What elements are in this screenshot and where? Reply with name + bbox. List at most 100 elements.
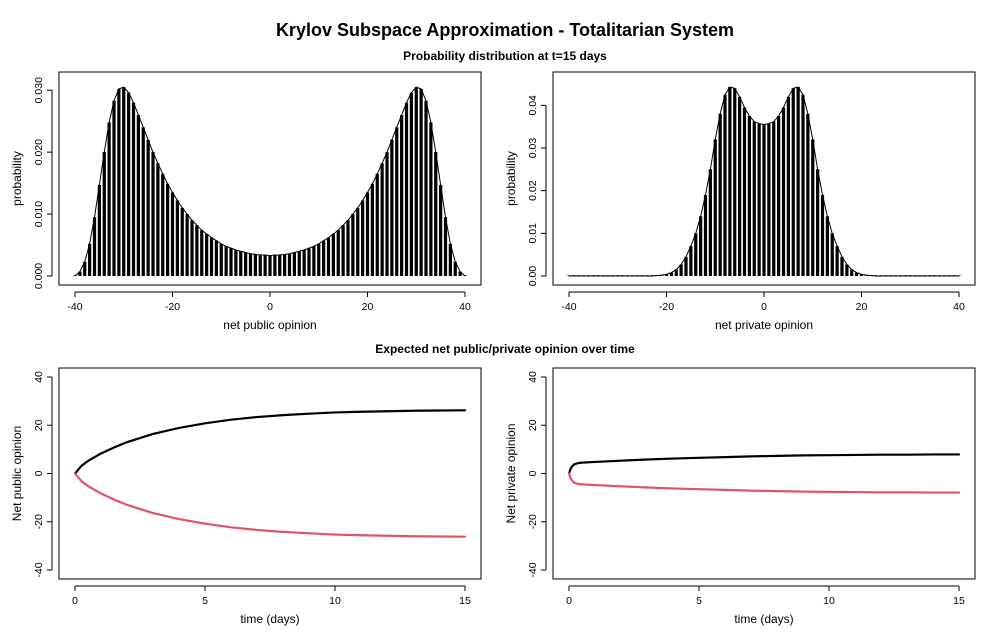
bottom-subtitle: Expected net public/private opinion over…	[375, 342, 635, 356]
bar	[801, 94, 805, 276]
bar	[830, 233, 834, 276]
x-tick-label: 10	[823, 595, 835, 607]
bar	[664, 274, 669, 276]
bar	[209, 237, 214, 276]
x-tick-label: -20	[165, 301, 180, 313]
bar	[723, 94, 727, 276]
x-axis-label: net public opinion	[223, 318, 316, 332]
bar	[283, 254, 287, 276]
bar	[195, 225, 199, 276]
bar	[136, 114, 140, 276]
bar	[234, 249, 238, 276]
y-axis-label: probability	[10, 151, 24, 206]
bar	[728, 86, 732, 277]
bar	[767, 123, 771, 277]
bar	[694, 233, 698, 276]
bar	[855, 272, 859, 276]
x-axis-label: time (days)	[240, 612, 299, 626]
bar	[453, 261, 457, 276]
bar	[161, 173, 165, 276]
x-tick-label: 0	[267, 301, 273, 313]
x-axis-label: time (days)	[734, 612, 793, 626]
bar	[78, 271, 82, 276]
y-axis: -40 -20 0 20 40	[33, 371, 53, 578]
plot-frame	[58, 367, 482, 580]
bar	[224, 246, 228, 276]
bar	[718, 113, 722, 277]
x-tick-label: 15	[459, 595, 471, 607]
bar	[307, 248, 311, 276]
x-tick-label: 40	[459, 301, 471, 313]
bar	[239, 251, 243, 276]
bar	[404, 102, 409, 276]
bar	[703, 194, 708, 276]
bar	[205, 233, 209, 276]
bar	[107, 122, 111, 277]
bar	[112, 100, 116, 276]
bar	[287, 253, 292, 276]
bar	[414, 87, 418, 276]
x-tick-label: 20	[362, 301, 374, 313]
bar	[346, 220, 350, 276]
bar	[708, 169, 712, 276]
bar	[835, 246, 839, 276]
bar	[302, 249, 306, 276]
positive-series-line	[567, 453, 961, 475]
y-axis-label: probability	[504, 151, 518, 206]
bar	[448, 243, 452, 276]
bar	[747, 116, 751, 276]
x-tick-label: 10	[329, 595, 341, 607]
bar	[229, 248, 233, 276]
bar	[127, 92, 131, 276]
bar	[312, 246, 316, 276]
positive-series-line	[73, 409, 467, 475]
y-tick-label: 0.04	[527, 95, 539, 116]
y-axis: -40 -20 0 20 40	[527, 371, 547, 578]
bar	[443, 217, 448, 276]
bar	[214, 240, 218, 276]
bar	[244, 252, 248, 276]
x-axis: 0 5 10 15	[566, 585, 965, 607]
y-axis-label: Net private opinion	[504, 423, 518, 523]
bar	[97, 184, 101, 276]
x-tick-label: 5	[202, 595, 208, 607]
bar	[439, 184, 443, 276]
bar	[146, 139, 150, 276]
x-tick-label: 0	[566, 595, 572, 607]
y-tick-label: 0.01	[527, 223, 539, 244]
bar	[273, 254, 277, 276]
public-distribution-bars	[73, 87, 467, 277]
bar	[752, 121, 756, 276]
x-tick-label: 0	[72, 595, 78, 607]
bar	[816, 169, 820, 276]
x-tick-label: 40	[953, 301, 965, 313]
bar	[248, 253, 253, 276]
bar	[278, 254, 282, 276]
bar	[175, 200, 179, 276]
bar	[102, 152, 106, 276]
x-tick-label: 5	[696, 595, 702, 607]
bar	[258, 254, 262, 276]
bar	[268, 255, 272, 276]
bar	[395, 127, 399, 276]
y-axis-label: Net public opinion	[10, 426, 24, 521]
bar	[170, 192, 175, 276]
bar	[409, 92, 413, 276]
bar	[141, 127, 145, 276]
y-tick-label: -20	[33, 514, 45, 529]
x-axis: -40 -20 0 20 40	[561, 291, 965, 313]
bar	[151, 152, 155, 276]
bar	[458, 271, 462, 276]
bar	[356, 207, 360, 276]
bar	[699, 216, 703, 276]
bar	[185, 214, 189, 276]
bar	[131, 102, 136, 276]
bar	[840, 256, 844, 276]
bar	[263, 254, 267, 276]
bar	[297, 251, 301, 276]
y-tick-label: 0.00	[527, 266, 539, 287]
plot-frame	[552, 367, 976, 580]
bar	[385, 152, 389, 276]
bar	[806, 113, 810, 277]
